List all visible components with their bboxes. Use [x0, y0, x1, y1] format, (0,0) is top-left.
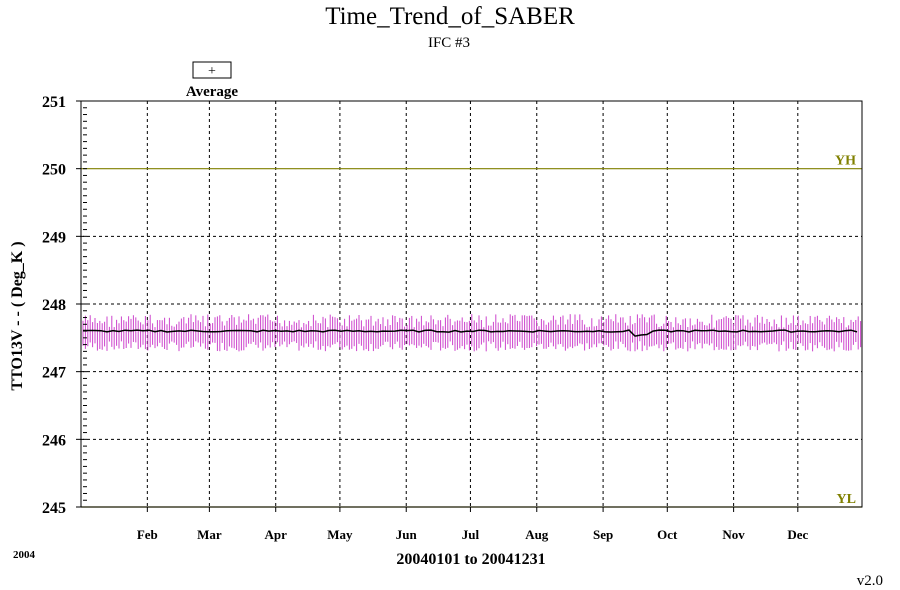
y-tick-label: 249 [42, 229, 66, 246]
x-tick-label: Jul [462, 527, 480, 542]
y-axis: 245 246 247 248 249 250 251 [42, 94, 81, 517]
x-tick-label: Mar [197, 527, 222, 542]
y-axis-label: TTO13V - - ( Deg_K ) [9, 241, 26, 390]
limit-label-yl: YL [837, 492, 856, 507]
x-tick-label: Oct [657, 527, 678, 542]
x-axis: Feb Mar Apr May Jun Jul Aug Sep Oct Nov Dec [137, 507, 808, 542]
x-axis-label: 20040101 to 20041231 [396, 551, 545, 568]
legend-label: Average [186, 84, 239, 100]
range-series [82, 314, 862, 352]
legend-symbol: + [208, 64, 216, 79]
limit-label-yh: YH [835, 154, 856, 169]
grid-lines [81, 101, 862, 507]
chart-subtitle: IFC #3 [428, 35, 470, 51]
x-tick-label: Sep [593, 527, 613, 542]
x-tick-label: Dec [787, 527, 808, 542]
version-label: v2.0 [857, 573, 883, 589]
y-tick-label: 250 [42, 162, 66, 179]
x-tick-label: Nov [722, 527, 745, 542]
legend: + Average [186, 61, 239, 100]
x-tick-label: May [327, 527, 353, 542]
y-minor-ticks [83, 100, 87, 508]
y-tick-label: 245 [42, 500, 66, 517]
x-tick-label: Feb [137, 527, 158, 542]
chart-title: Time_Trend_of_SABER [325, 3, 575, 30]
x-tick-label: Jun [396, 527, 418, 542]
legend-box [192, 61, 232, 79]
year-label: 2004 [13, 549, 36, 561]
y-tick-label: 248 [42, 297, 66, 314]
y-tick-label: 246 [42, 432, 66, 449]
average-series-line [83, 329, 858, 337]
x-tick-label: Aug [525, 527, 549, 542]
x-tick-label: Apr [265, 527, 288, 542]
y-tick-label: 251 [42, 94, 66, 111]
y-tick-label: 247 [42, 365, 66, 382]
